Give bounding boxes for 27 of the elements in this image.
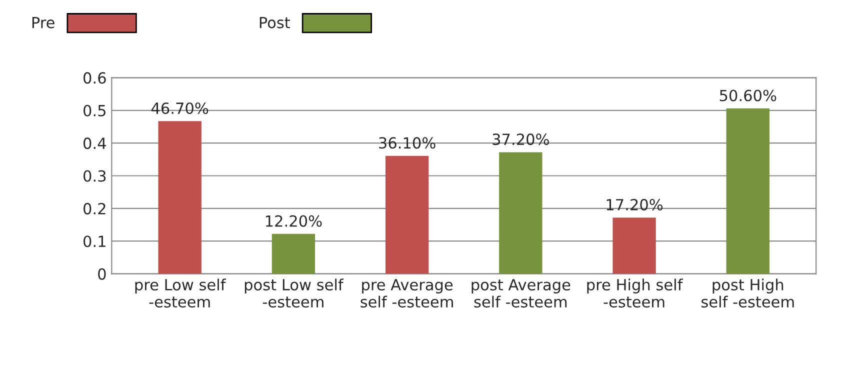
legend-label: Post	[260, 16, 290, 28]
y-tick-label: 0.6	[84, 72, 106, 84]
bar	[612, 218, 656, 274]
x-tick-label: pre Low self -esteem	[135, 278, 226, 308]
bar	[726, 108, 770, 274]
x-tick-label: pre Average self -esteem	[360, 279, 453, 308]
data-label: 46.70%	[151, 102, 208, 114]
y-tick-label: 0.3	[84, 170, 106, 182]
data-label: 37.20%	[492, 134, 549, 146]
y-tick-label: 0.1	[84, 236, 106, 248]
bar	[499, 152, 542, 274]
data-label: 36.10%	[379, 137, 436, 149]
y-tick-label: 0.4	[84, 138, 106, 150]
bar	[272, 234, 316, 274]
data-label: 12.20%	[266, 215, 322, 227]
x-tick-label: pre High self -esteem	[587, 278, 683, 308]
data-label: 50.60%	[720, 90, 776, 102]
y-tick-label: 0	[98, 268, 106, 280]
bar	[385, 156, 429, 274]
x-tick-label: post Average self -esteem	[472, 279, 570, 308]
data-label: 17.20%	[606, 198, 663, 210]
legend-label: Pre	[32, 16, 54, 28]
bar	[158, 121, 202, 274]
y-tick-label: 0.2	[84, 202, 106, 214]
x-tick-label: post Low self -esteem	[244, 278, 344, 308]
y-tick-label: 0.5	[84, 104, 106, 116]
x-tick-label: post High self -esteem	[702, 278, 794, 308]
